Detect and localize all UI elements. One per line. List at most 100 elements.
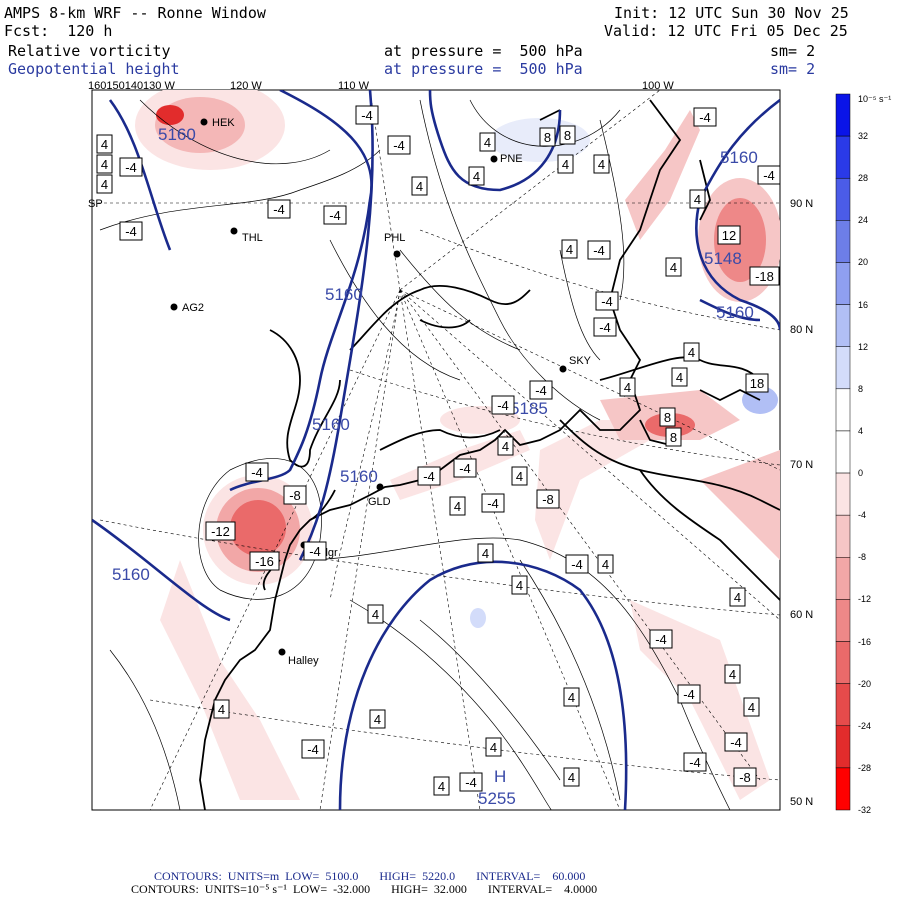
vorticity-label-box	[563, 687, 580, 707]
colorbar-tick-label: -24	[858, 720, 872, 731]
vorticity-label-box	[249, 551, 280, 571]
vorticity-label-box	[557, 154, 574, 174]
colorbar-swatch	[835, 641, 851, 684]
vorticity-label: -4	[393, 138, 405, 153]
vorticity-label-box	[665, 427, 682, 447]
station-gld: GLD	[368, 496, 391, 508]
vorticity-label-box	[717, 225, 741, 245]
vorticity-label-box	[749, 266, 780, 286]
height-label: 5160	[112, 565, 150, 584]
colorbar-tick-label: -4	[858, 510, 867, 521]
vorticity-label-box	[529, 380, 553, 400]
vorticity-label-box	[367, 604, 384, 624]
vorticity-label: 4	[734, 590, 741, 605]
vorticity-label: -4	[423, 469, 435, 484]
colorbar-tick-label: -8	[858, 552, 867, 563]
vorticity-label-box	[355, 105, 379, 125]
vorticity-label: -4	[655, 632, 667, 647]
vorticity-label-box	[724, 664, 741, 684]
vorticity-label: 18	[750, 376, 764, 391]
colorbar-swatch	[835, 304, 851, 347]
vorticity-label-box	[559, 125, 576, 145]
vorticity-label-box	[433, 776, 450, 796]
vorticity-label: -8	[542, 492, 554, 507]
vorticity-label-box	[267, 199, 291, 219]
field2-pressure: at pressure = 500 hPa	[384, 60, 583, 78]
vorticity-label-box	[745, 373, 769, 393]
station-ag2: AG2	[182, 302, 204, 314]
colorbar-unit: 10⁻⁵ s⁻¹	[858, 94, 892, 104]
colorbar-swatch	[835, 767, 851, 811]
height-label: 5185	[510, 399, 548, 418]
vorticity-label: -12	[211, 524, 230, 539]
vorticity-label-box	[757, 165, 781, 185]
forecast-hour: Fcst: 120 h	[4, 22, 113, 40]
vorticity-label-box	[497, 436, 514, 456]
vorticity-label: -4	[465, 775, 477, 790]
field1-name: Relative vorticity	[8, 42, 171, 60]
vorticity-label-box	[481, 493, 505, 513]
colorbar-swatch	[835, 557, 851, 600]
vorticity-label: 4	[484, 135, 491, 150]
colorbar-tick-label: -28	[858, 762, 872, 773]
vorticity-label-box	[283, 485, 307, 505]
vorticity-label: 4	[568, 770, 575, 785]
extreme-high-label: H	[494, 767, 506, 786]
vorticity-label: 4	[562, 157, 569, 172]
vorticity-label-box	[677, 684, 701, 704]
vorticity-label-box	[477, 543, 494, 563]
vorticity-label-box	[593, 317, 617, 337]
lat-label: 60 N	[790, 609, 813, 621]
colorbar	[835, 93, 851, 811]
vorticity-label: 4	[676, 370, 683, 385]
vorticity-label-box	[539, 127, 556, 147]
footer-vorticity-contours: CONTOURS: UNITS=10⁻⁵ s⁻¹ LOW= -32.000 HI…	[131, 882, 598, 896]
vorticity-label: 4	[473, 169, 480, 184]
station-pne: PNE	[500, 153, 523, 165]
lat-label: 50 N	[790, 796, 813, 808]
vorticity-label-box	[689, 189, 706, 209]
vorticity-label: 8	[664, 410, 671, 425]
vorticity-label: 4	[454, 499, 461, 514]
vorticity-label-box	[96, 154, 113, 174]
vorticity-label-box	[724, 732, 748, 752]
vorticity-label-box	[453, 458, 477, 478]
vorticity-label: 4	[218, 702, 225, 717]
field2-name: Geopotential height	[8, 60, 180, 78]
colorbar-swatch	[835, 599, 851, 642]
colorbar-swatch	[835, 135, 851, 179]
vorticity-label: -4	[273, 202, 285, 217]
colorbar-swatch	[835, 388, 851, 432]
vorticity-label: 12	[722, 228, 736, 243]
vorticity-label: -4	[329, 208, 341, 223]
field1-smoothing: sm= 2	[770, 42, 816, 60]
station-markers	[170, 118, 567, 656]
vorticity-label: 4	[490, 740, 497, 755]
vorticity-label: -4	[571, 557, 583, 572]
colorbar-swatch	[835, 514, 851, 558]
lon-label: 110 W	[338, 80, 370, 92]
lat-label: 70 N	[790, 459, 813, 471]
map-frame	[91, 89, 781, 811]
vorticity-label: -18	[755, 269, 774, 284]
vorticity-label: 4	[670, 260, 677, 275]
vorticity-label: 4	[482, 546, 489, 561]
height-contours	[92, 90, 780, 810]
vorticity-label: 4	[374, 712, 381, 727]
vorticity-label: -4	[730, 735, 742, 750]
vorticity-label: 4	[688, 345, 695, 360]
vorticity-label: 4	[602, 557, 609, 572]
colorbar-tick-label: 28	[858, 173, 869, 184]
vorticity-label-box	[417, 466, 441, 486]
colorbar-tick-label: 24	[858, 215, 869, 226]
vorticity-label: -4	[593, 243, 605, 258]
height-label: 5160	[158, 125, 196, 144]
vorticity-label-box	[683, 752, 707, 772]
vorticity-label-box	[665, 257, 682, 277]
vorticity-label: 4	[748, 700, 755, 715]
vorticity-label: 4	[624, 380, 631, 395]
vorticity-label: 4	[598, 157, 605, 172]
vorticity-label-box	[323, 205, 347, 225]
map-title: AMPS 8-km WRF -- Ronne Window	[4, 4, 266, 22]
